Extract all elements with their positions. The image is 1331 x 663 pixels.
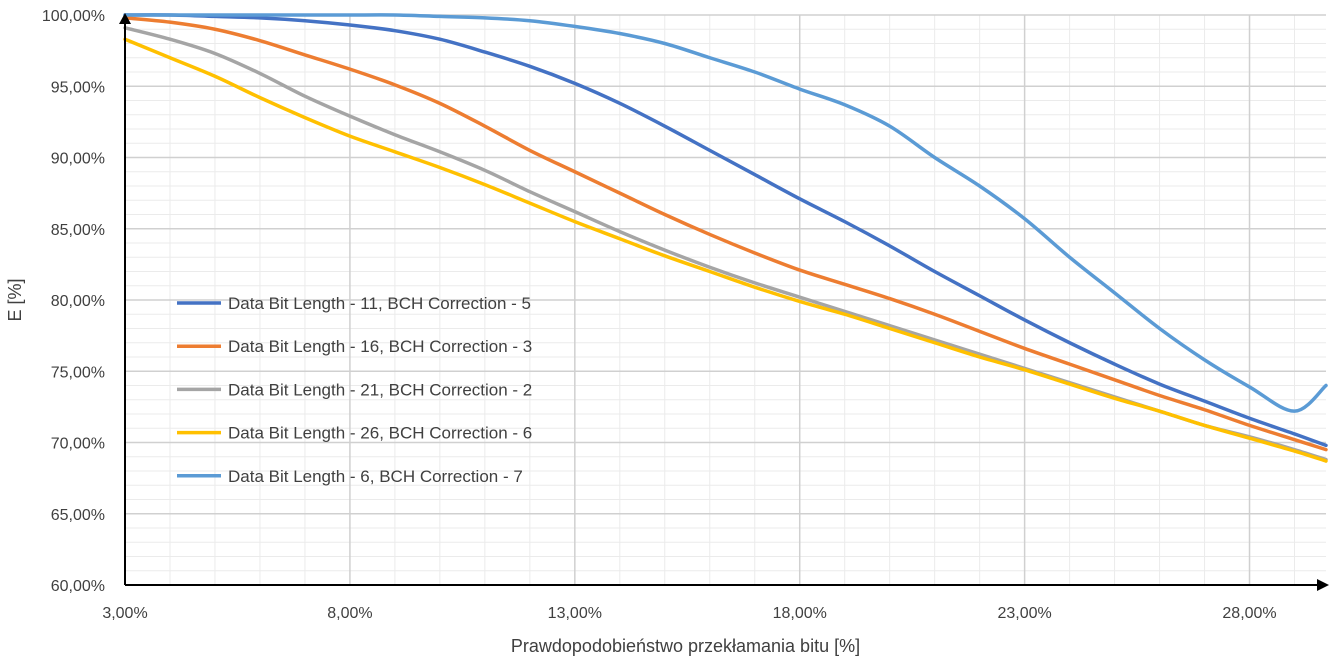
- y-tick-label: 100,00%: [42, 8, 105, 25]
- y-tick-label: 65,00%: [51, 507, 105, 524]
- x-tick-label: 18,00%: [773, 605, 827, 622]
- y-tick-label: 95,00%: [51, 79, 105, 96]
- series-lines: [123, 13, 1328, 463]
- x-tick-label: 8,00%: [327, 605, 372, 622]
- y-tick-label: 90,00%: [51, 151, 105, 168]
- legend-label: Data Bit Length - 11, BCH Correction - 5: [228, 294, 531, 313]
- series-line-1: [123, 13, 1328, 448]
- legend-label: Data Bit Length - 6, BCH Correction - 7: [228, 467, 523, 486]
- legend-item: Data Bit Length - 16, BCH Correction - 3: [177, 337, 532, 356]
- x-tick-label: 28,00%: [1222, 605, 1276, 622]
- y-tick-label: 80,00%: [51, 293, 105, 310]
- y-tick-label: 85,00%: [51, 222, 105, 239]
- y-tick-label: 75,00%: [51, 364, 105, 381]
- legend-label: Data Bit Length - 21, BCH Correction - 2: [228, 380, 532, 399]
- y-axis-tick-labels: 60,00% 65,00% 70,00% 75,00% 80,00% 85,00% 90,0…: [42, 8, 105, 595]
- y-tick-label: 60,00%: [51, 578, 105, 595]
- series-line-2: [123, 16, 1328, 452]
- legend-item: Data Bit Length - 6, BCH Correction - 7: [177, 467, 523, 486]
- legend-item: Data Bit Length - 26, BCH Correction - 6: [177, 424, 532, 443]
- series-line-4: [123, 37, 1328, 463]
- x-axis-arrow: [1317, 579, 1329, 591]
- series-line-5: [123, 13, 1328, 413]
- x-tick-label: 3,00%: [102, 605, 147, 622]
- y-axis-arrow: [119, 13, 131, 24]
- legend-label: Data Bit Length - 16, BCH Correction - 3: [228, 337, 532, 356]
- legend-label: Data Bit Length - 26, BCH Correction - 6: [228, 424, 532, 443]
- legend: Data Bit Length - 11, BCH Correction - 5…: [177, 294, 532, 486]
- major-gridlines: [125, 14, 1326, 585]
- x-axis-tick-labels: 3,00% 8,00% 13,00% 18,00% 23,00% 28,00%: [102, 605, 1276, 622]
- y-tick-label: 70,00%: [51, 436, 105, 453]
- legend-item: Data Bit Length - 21, BCH Correction - 2: [177, 380, 532, 399]
- x-axis-title: Prawdopodobieństwo przekłamania bitu [%]: [511, 636, 860, 656]
- x-tick-label: 23,00%: [997, 605, 1051, 622]
- legend-item: Data Bit Length - 11, BCH Correction - 5: [177, 294, 531, 313]
- x-tick-label: 13,00%: [548, 605, 602, 622]
- axes: [119, 13, 1329, 591]
- y-axis-title: E [%]: [5, 278, 25, 321]
